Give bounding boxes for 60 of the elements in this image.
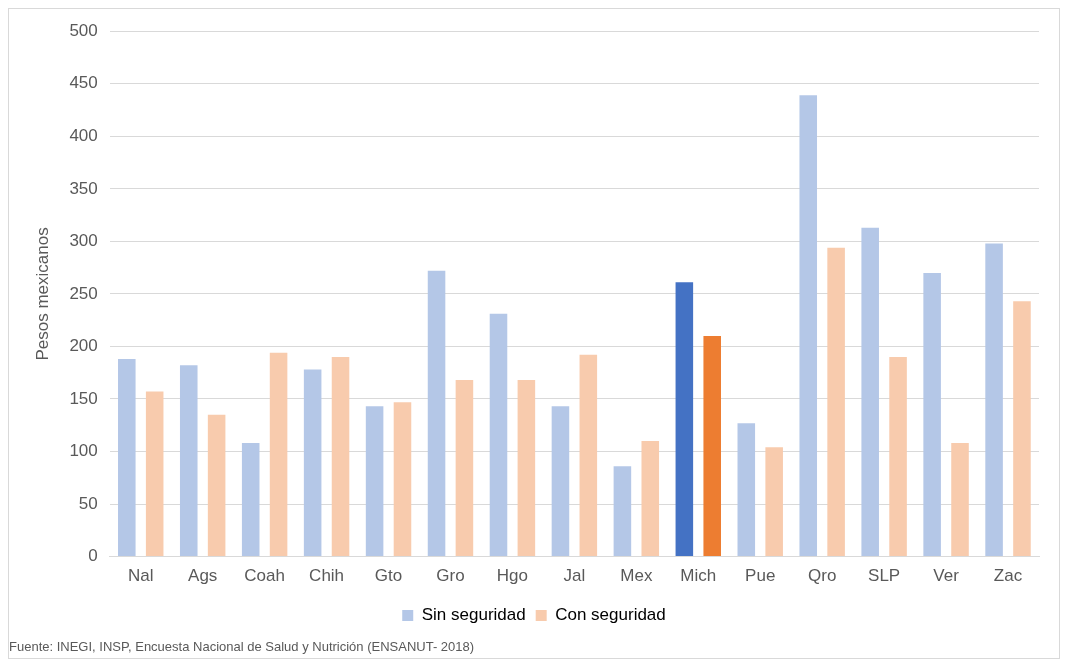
bar	[365, 406, 384, 557]
y-tick-label: 200	[69, 336, 98, 356]
x-tick-label: Hgo	[496, 566, 529, 586]
x-tick-label: Qro	[808, 566, 837, 586]
y-tick-label: 150	[69, 388, 98, 408]
bar	[703, 335, 721, 557]
bar	[489, 313, 508, 557]
y-tick-label: 250	[69, 283, 98, 303]
y-tick-label: 350	[69, 178, 98, 198]
bar	[641, 441, 660, 557]
x-tick-label: Pue	[745, 566, 776, 586]
bar	[551, 406, 570, 557]
bar	[207, 414, 226, 557]
x-tick-label: Zac	[993, 566, 1023, 586]
y-tick-label: 300	[69, 231, 98, 251]
x-tick-label: Ags	[188, 566, 218, 586]
bar	[427, 270, 446, 557]
bar	[455, 380, 474, 557]
x-tick-label: Nal	[127, 566, 154, 586]
y-tick-label: 450	[69, 73, 98, 93]
bar	[118, 359, 136, 557]
bar	[179, 365, 198, 557]
bar	[861, 227, 879, 557]
bar	[517, 380, 536, 557]
bar	[799, 95, 818, 557]
bar	[827, 247, 845, 557]
bar	[951, 443, 969, 557]
bar	[923, 272, 941, 557]
bar	[1013, 301, 1031, 557]
legend-label: Con seguridad	[555, 605, 666, 625]
y-axis-title: Pesos mexicanos	[32, 227, 52, 361]
x-tick-label: Mich	[680, 566, 717, 586]
x-tick-label: Coah	[244, 566, 285, 586]
legend-label: Sin seguridad	[421, 605, 526, 625]
x-tick-label: Ver	[933, 566, 960, 586]
bar	[241, 443, 260, 557]
y-tick-label: 400	[69, 125, 98, 145]
x-tick-label: SLP	[868, 566, 901, 586]
x-tick-label: Gro	[436, 566, 465, 586]
source-note: Fuente: INEGI, INSP, Encuesta Nacional de Salud y Nutrición (ENSANUT- 2018)	[9, 639, 476, 656]
x-tick-label: Chih	[309, 566, 345, 586]
bar	[765, 447, 783, 557]
bar	[303, 369, 322, 557]
bar	[985, 243, 1003, 557]
x-tick-label: Mex	[620, 566, 653, 586]
bar	[579, 354, 598, 557]
bar	[889, 356, 907, 557]
y-tick-label: 50	[78, 493, 98, 513]
bar	[613, 466, 632, 557]
bar	[675, 282, 694, 557]
x-tick-label: Jal	[563, 566, 586, 586]
y-tick-label: 100	[69, 441, 98, 461]
y-tick-label: 0	[88, 546, 98, 566]
bar	[331, 356, 350, 557]
y-tick-label: 500	[69, 20, 98, 40]
bar	[145, 391, 164, 557]
x-tick-label: Gto	[374, 566, 403, 586]
bar	[393, 402, 412, 557]
bar	[269, 352, 288, 557]
bar	[737, 423, 756, 557]
